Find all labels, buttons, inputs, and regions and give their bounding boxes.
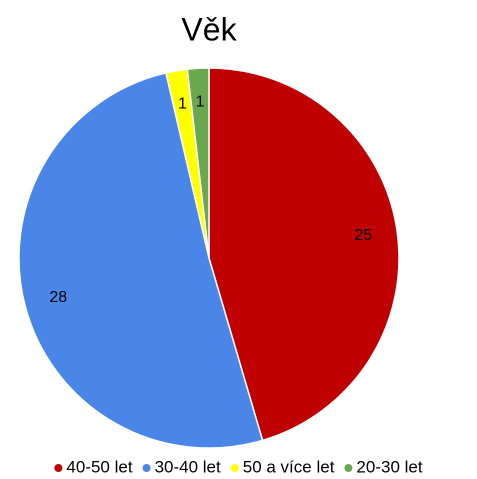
data-label: 1	[196, 94, 205, 111]
pie-slice	[186, 67, 210, 259]
legend-marker	[142, 464, 151, 472]
data-label: 25	[354, 227, 372, 244]
chart-title: Věk	[181, 11, 237, 47]
legend-marker	[344, 464, 353, 472]
legend: 40-50 let 30-40 let 50 a více let 20-30 let	[54, 457, 423, 476]
legend-marker	[230, 464, 239, 472]
legend-marker	[54, 464, 63, 472]
pie-slice	[208, 67, 400, 442]
legend-label: 30-40 let	[155, 457, 221, 476]
legend-label: 50 a více let	[243, 457, 335, 476]
pie-slice	[18, 72, 264, 449]
legend-label: 40-50 let	[66, 457, 132, 476]
data-label: 28	[49, 289, 67, 306]
data-label: 1	[178, 96, 187, 113]
legend-label: 20-30 let	[356, 457, 422, 476]
